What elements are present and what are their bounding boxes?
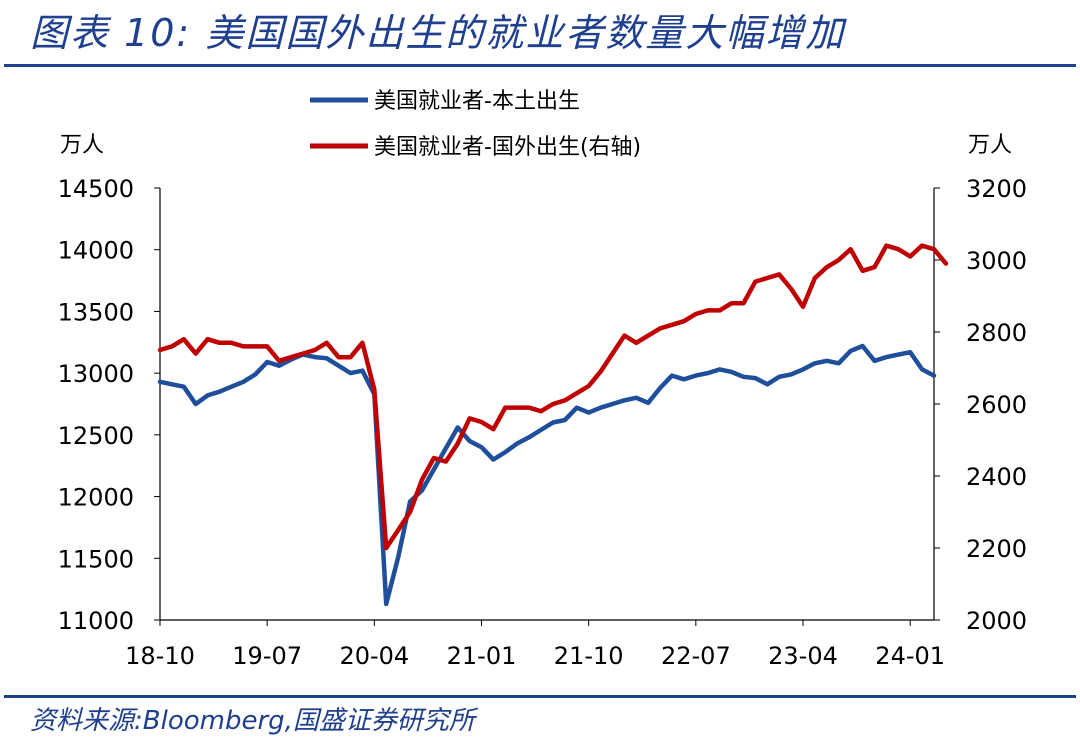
x-tick-label: 23-04	[768, 642, 838, 670]
left-tick-label: 12500	[58, 422, 134, 450]
left-tick-label: 11000	[58, 607, 134, 635]
right-tick-label: 3200	[966, 175, 1027, 203]
right-axis-unit: 万人	[968, 133, 1012, 158]
left-tick-label: 13500	[58, 298, 134, 326]
x-tick-label: 20-04	[339, 642, 409, 670]
left-tick-label: 13000	[58, 360, 134, 388]
series-line-foreign-born	[157, 243, 949, 551]
left-tick-label: 14000	[58, 237, 134, 265]
x-tick-label: 21-01	[447, 642, 517, 670]
x-tick-label: 24-01	[875, 642, 945, 670]
right-tick-label: 2600	[966, 391, 1027, 419]
x-tick-label: 19-07	[232, 642, 302, 670]
top-divider	[4, 64, 1076, 67]
axes	[154, 187, 940, 626]
legend-label: 美国就业者-本土出生	[374, 89, 580, 114]
legend-label: 美国就业者-国外出生(右轴)	[374, 135, 641, 160]
right-tick-label: 3000	[966, 247, 1027, 275]
x-tick-label: 21-10	[554, 642, 624, 670]
right-tick-label: 2400	[966, 463, 1027, 491]
right-tick-label: 2200	[966, 535, 1027, 563]
source-note: 资料来源:Bloomberg,国盛证券研究所	[30, 706, 475, 736]
right-tick-label: 2000	[966, 607, 1027, 635]
x-tick-label: 18-10	[125, 642, 195, 670]
left-tick-label: 12000	[58, 484, 134, 512]
left-axis-unit: 万人	[60, 133, 104, 158]
series-lines	[157, 243, 949, 607]
x-tick-label: 22-07	[661, 642, 731, 670]
chart-title: 图表 10: 美国国外出生的就业者数量大幅增加	[30, 11, 846, 55]
right-tick-label: 2800	[966, 319, 1027, 347]
left-tick-label: 11500	[58, 545, 134, 573]
series-line-native-born	[157, 343, 937, 607]
tick-labels: 11000 11500 12000 12500 13000 13500 14000 14500…	[58, 175, 1027, 670]
left-tick-label: 14500	[58, 175, 134, 203]
bottom-divider	[4, 695, 1076, 698]
